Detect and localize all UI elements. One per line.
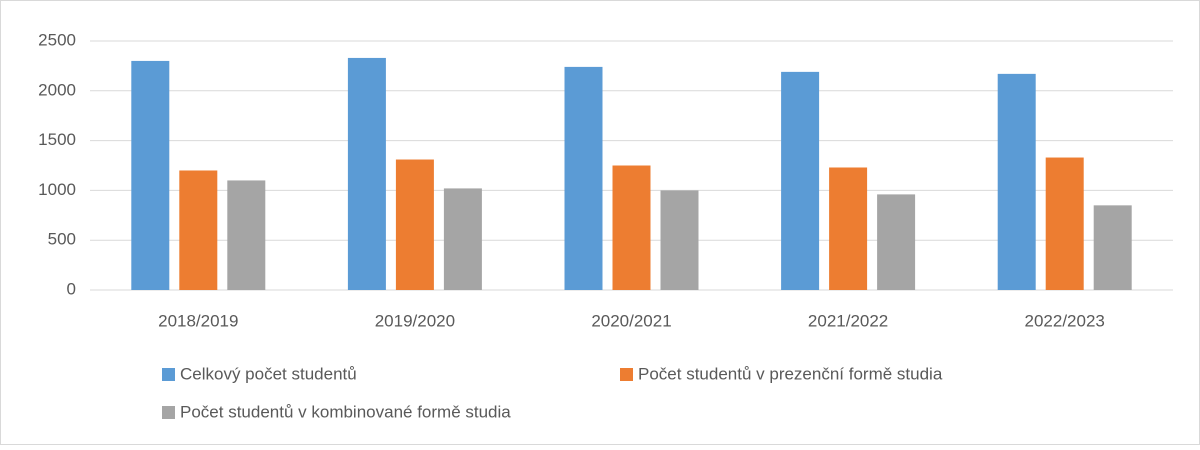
bar bbox=[395, 159, 434, 290]
bar bbox=[829, 167, 868, 290]
bar bbox=[227, 180, 266, 290]
bar bbox=[1093, 205, 1132, 290]
legend-label: Počet studentů v kombinované formě studi… bbox=[180, 402, 511, 421]
x-tick-label: 2020/2021 bbox=[591, 311, 671, 330]
y-tick-label: 1000 bbox=[38, 180, 76, 199]
legend-swatch bbox=[620, 368, 633, 381]
x-tick-label: 2022/2023 bbox=[1025, 311, 1105, 330]
y-tick-label: 2000 bbox=[38, 80, 76, 99]
x-tick-label: 2021/2022 bbox=[808, 311, 888, 330]
y-tick-label: 2500 bbox=[38, 30, 76, 49]
bar bbox=[877, 194, 916, 290]
bar bbox=[131, 60, 170, 290]
bar bbox=[660, 190, 699, 290]
x-tick-label: 2018/2019 bbox=[158, 311, 238, 330]
bar bbox=[179, 170, 218, 290]
x-tick-label: 2019/2020 bbox=[375, 311, 455, 330]
bar bbox=[347, 57, 386, 290]
bar bbox=[781, 71, 820, 290]
y-tick-label: 0 bbox=[67, 279, 76, 298]
y-tick-label: 1500 bbox=[38, 130, 76, 149]
legend-swatch bbox=[162, 368, 175, 381]
legend-label: Počet studentů v prezenční formě studia bbox=[638, 364, 943, 383]
legend-swatch bbox=[162, 406, 175, 419]
legend-label: Celkový počet studentů bbox=[180, 364, 357, 383]
bar bbox=[564, 66, 603, 290]
y-tick-label: 500 bbox=[48, 230, 76, 249]
bar bbox=[1045, 157, 1084, 290]
bar bbox=[443, 188, 482, 290]
bar bbox=[997, 73, 1036, 290]
bar bbox=[612, 165, 651, 290]
